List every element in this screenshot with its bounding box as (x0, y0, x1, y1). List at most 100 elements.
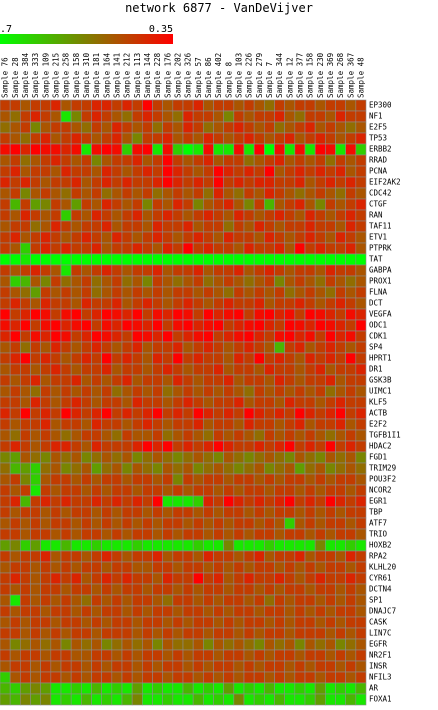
heatmap-cell (223, 627, 235, 640)
heatmap-cell (152, 616, 163, 629)
heatmap-cell (70, 517, 82, 530)
heatmap-cell (50, 594, 62, 607)
heatmap-cell (142, 374, 153, 387)
heatmap-cell (264, 539, 275, 552)
heatmap-cell (172, 396, 184, 409)
heatmap-cell (325, 99, 336, 112)
heatmap-cell (325, 110, 336, 123)
heatmap-cell (101, 330, 113, 343)
heatmap-cell (9, 638, 21, 651)
heatmap-cell (213, 594, 224, 607)
heatmap-cell (182, 165, 194, 178)
heatmap-cell (0, 187, 11, 200)
heatmap-cell (152, 418, 163, 431)
heatmap-cell (0, 682, 11, 695)
heatmap-cell (355, 352, 367, 365)
heatmap-cell (304, 308, 316, 321)
heatmap-cell (142, 165, 153, 178)
heatmap-cell (284, 495, 296, 508)
heatmap-cell (142, 154, 153, 167)
heatmap-cell (81, 682, 92, 695)
heatmap-cell (223, 638, 235, 651)
heatmap-cell (233, 121, 245, 134)
heatmap-cell (304, 187, 316, 200)
heatmap-cell (213, 407, 224, 420)
heatmap-cell (335, 517, 346, 530)
heatmap-cell (203, 627, 214, 640)
heatmap-cell (91, 671, 102, 684)
heatmap-cell (152, 539, 163, 552)
heatmap-cell (111, 132, 123, 145)
heatmap-cell (182, 638, 194, 651)
heatmap-cell (60, 440, 72, 453)
heatmap-cell (20, 594, 31, 607)
heatmap-cell (9, 330, 21, 343)
heatmap-cell (192, 198, 204, 211)
heatmap-cell (0, 462, 11, 475)
heatmap-cell (40, 528, 52, 541)
heatmap-cell (111, 242, 123, 255)
heatmap-cell (30, 440, 41, 453)
heatmap-cell (30, 319, 41, 332)
heatmap-cell (50, 616, 62, 629)
heatmap-cell (121, 286, 133, 299)
heatmap-cell (30, 352, 41, 365)
heatmap-cell (131, 352, 143, 365)
heatmap-cell (243, 352, 255, 365)
heatmap-cell (30, 253, 41, 266)
heatmap-cell (121, 528, 133, 541)
heatmap-cell (294, 363, 306, 376)
heatmap-cell (162, 286, 174, 299)
row-label: KLHL20 (369, 563, 397, 572)
heatmap-cell (355, 220, 367, 233)
heatmap-cell (274, 308, 285, 321)
heatmap-cell (131, 330, 143, 343)
heatmap-cell (203, 297, 214, 310)
heatmap-cell (70, 451, 82, 464)
heatmap-cell (121, 220, 133, 233)
heatmap-cell (121, 121, 133, 134)
heatmap-cell (264, 407, 275, 420)
heatmap-cell (121, 517, 133, 530)
heatmap-cell (325, 462, 336, 475)
heatmap-cell (355, 561, 367, 574)
heatmap-cell (233, 110, 245, 123)
heatmap-cell (264, 275, 275, 288)
heatmap-cell (40, 220, 52, 233)
heatmap-cell (284, 649, 296, 662)
heatmap-cell (0, 341, 11, 354)
heatmap-cell (30, 616, 41, 629)
heatmap-cell (91, 330, 102, 343)
heatmap-cell (50, 495, 62, 508)
heatmap-cell (0, 429, 11, 442)
column-label: Sample 76 (1, 57, 10, 98)
heatmap-cell (335, 308, 346, 321)
heatmap-cell (253, 561, 265, 574)
heatmap-cell (213, 528, 224, 541)
heatmap-cell (30, 121, 41, 134)
heatmap-cell (91, 693, 102, 706)
heatmap-cell (253, 649, 265, 662)
heatmap-cell (192, 440, 204, 453)
heatmap-cell (192, 484, 204, 497)
heatmap-cell (91, 341, 102, 354)
heatmap-cell (131, 649, 143, 662)
heatmap-cell (294, 572, 306, 585)
column-label: Sample 141 (112, 53, 121, 98)
heatmap-cell (325, 693, 336, 706)
heatmap-cell (172, 594, 184, 607)
heatmap-cell (81, 286, 92, 299)
heatmap-cell (0, 418, 11, 431)
column-label: Sample 176 (163, 52, 172, 98)
heatmap-cell (264, 374, 275, 387)
heatmap-cell (152, 407, 163, 420)
heatmap-cell (9, 187, 21, 200)
heatmap-cell (182, 154, 194, 167)
heatmap-cell (345, 297, 357, 310)
heatmap-cell (182, 495, 194, 508)
heatmap-cell (60, 484, 72, 497)
column-label: Sample 326 (184, 52, 193, 98)
heatmap-cell (223, 385, 235, 398)
heatmap-cell (81, 253, 92, 266)
heatmap-cell (182, 561, 194, 574)
